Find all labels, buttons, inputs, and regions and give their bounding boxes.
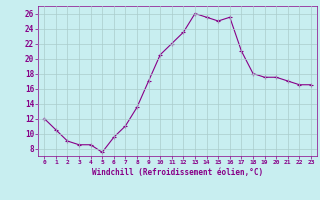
X-axis label: Windchill (Refroidissement éolien,°C): Windchill (Refroidissement éolien,°C) bbox=[92, 168, 263, 177]
